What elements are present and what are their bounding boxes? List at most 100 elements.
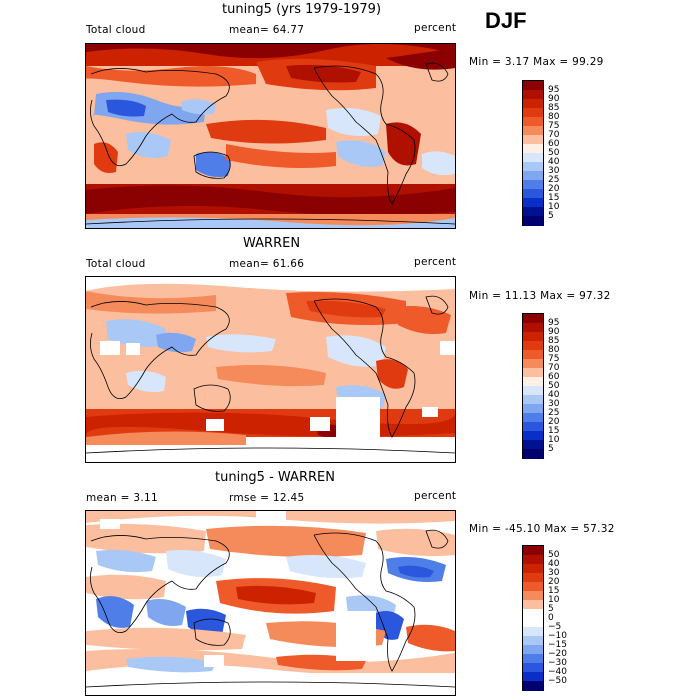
colorbar-tick-label: 40 (548, 389, 560, 400)
panel1-map-svg (86, 44, 455, 228)
colorbar-swatch (523, 672, 543, 682)
colorbar-tick-label: 0 (548, 612, 554, 623)
colorbar-tick-label: 60 (548, 138, 560, 149)
colorbar-tick-label: 80 (548, 111, 560, 122)
season-label: DJF (485, 8, 527, 33)
colorbar-swatch (523, 162, 543, 172)
colorbar-tick-label: 15 (548, 192, 560, 203)
colorbar-swatch (523, 645, 543, 655)
panel2-variable-label: Total cloud (86, 258, 146, 270)
colorbar-swatch (523, 359, 543, 369)
panel3-mean-label: mean = 3.11 (86, 492, 158, 504)
colorbar-tick-label: 50 (548, 380, 560, 391)
colorbar-tick-label: 40 (548, 558, 560, 569)
colorbar-swatch (523, 153, 543, 163)
colorbar-swatch (523, 144, 543, 154)
colorbar-tick-label: 60 (548, 371, 560, 382)
colorbar-tick-label: 30 (548, 567, 560, 578)
panel3-units-label: percent (414, 490, 457, 502)
colorbar-swatch (523, 609, 543, 619)
colorbar-tick-label: 5 (548, 210, 554, 221)
colorbar-swatch (523, 546, 543, 556)
colorbar-swatch (523, 413, 543, 423)
colorbar-tick-label: 5 (548, 443, 554, 454)
colorbar-tick-label: 5 (548, 603, 554, 614)
colorbar-swatch (523, 323, 543, 333)
panel1-minmax: Min = 3.17 Max = 99.29 (469, 56, 604, 68)
colorbar-tick-label: 70 (548, 362, 560, 373)
colorbar-tick-label: 30 (548, 398, 560, 409)
colorbar-swatch (523, 135, 543, 145)
colorbar-swatch (523, 108, 543, 118)
panel2-mean-label: mean= 61.66 (229, 258, 305, 270)
colorbar-swatch (523, 395, 543, 405)
panel2-units-label: percent (414, 256, 457, 268)
colorbar-swatch (523, 600, 543, 610)
panel2-map-svg (86, 277, 455, 462)
colorbar-swatch (523, 350, 543, 360)
colorbar-swatch (523, 81, 543, 91)
panel1-colorbar (522, 80, 544, 226)
colorbar-tick-label: 95 (548, 317, 560, 328)
panel2-colorbar (522, 313, 544, 459)
colorbar-swatch (523, 99, 543, 109)
panel3-map-svg (86, 511, 455, 695)
colorbar-swatch (523, 126, 543, 136)
colorbar-tick-label: 20 (548, 183, 560, 194)
colorbar-swatch (523, 555, 543, 565)
panel3-map (85, 510, 456, 696)
colorbar-tick-label: 20 (548, 576, 560, 587)
colorbar-tick-label: 90 (548, 93, 560, 104)
colorbar-swatch (523, 618, 543, 628)
colorbar-tick-label: 25 (548, 174, 560, 185)
colorbar-tick-label: 25 (548, 407, 560, 418)
colorbar-tick-label: 75 (548, 120, 560, 131)
panel2-minmax: Min = 11.13 Max = 97.32 (469, 290, 611, 302)
colorbar-swatch (523, 377, 543, 387)
panel1-variable-label: Total cloud (86, 24, 146, 36)
colorbar-swatch (523, 171, 543, 181)
colorbar-tick-label: 30 (548, 165, 560, 176)
colorbar-tick-label: −15 (548, 639, 567, 650)
colorbar-swatch (523, 404, 543, 414)
colorbar-tick-label: 75 (548, 353, 560, 364)
colorbar-tick-label: −5 (548, 621, 562, 632)
colorbar-tick-label: 50 (548, 147, 560, 158)
colorbar-swatch (523, 332, 543, 342)
colorbar-swatch (523, 207, 543, 217)
panel3-minmax: Min = -45.10 Max = 57.32 (469, 523, 615, 535)
colorbar-tick-label: 85 (548, 102, 560, 113)
panel3-rmse-label: rmse = 12.45 (229, 492, 305, 504)
colorbar-swatch (523, 386, 543, 396)
colorbar-tick-label: 80 (548, 344, 560, 355)
colorbar-tick-label: 85 (548, 335, 560, 346)
colorbar-swatch (523, 368, 543, 378)
colorbar-tick-label: 15 (548, 425, 560, 436)
colorbar-tick-label: 20 (548, 416, 560, 427)
colorbar-swatch (523, 449, 543, 459)
colorbar-swatch (523, 582, 543, 592)
colorbar-swatch (523, 90, 543, 100)
colorbar-tick-label: 10 (548, 594, 560, 605)
colorbar-swatch (523, 341, 543, 351)
colorbar-tick-label: −50 (548, 675, 567, 686)
colorbar-swatch (523, 216, 543, 226)
panel2-title: WARREN (243, 236, 301, 251)
colorbar-swatch (523, 198, 543, 208)
colorbar-swatch (523, 591, 543, 601)
colorbar-tick-label: 10 (548, 201, 560, 212)
colorbar-tick-label: −30 (548, 657, 567, 668)
colorbar-tick-label: 70 (548, 129, 560, 140)
colorbar-tick-label: −40 (548, 666, 567, 677)
colorbar-swatch (523, 681, 543, 691)
panel1-title: tuning5 (yrs 1979-1979) (222, 2, 382, 17)
panel1-units-label: percent (414, 22, 457, 34)
colorbar-swatch (523, 422, 543, 432)
colorbar-swatch (523, 180, 543, 190)
colorbar-swatch (523, 627, 543, 637)
colorbar-tick-label: 50 (548, 549, 560, 560)
colorbar-tick-label: 15 (548, 585, 560, 596)
colorbar-tick-label: 10 (548, 434, 560, 445)
colorbar-swatch (523, 573, 543, 583)
panel1-mean-label: mean= 64.77 (229, 24, 305, 36)
